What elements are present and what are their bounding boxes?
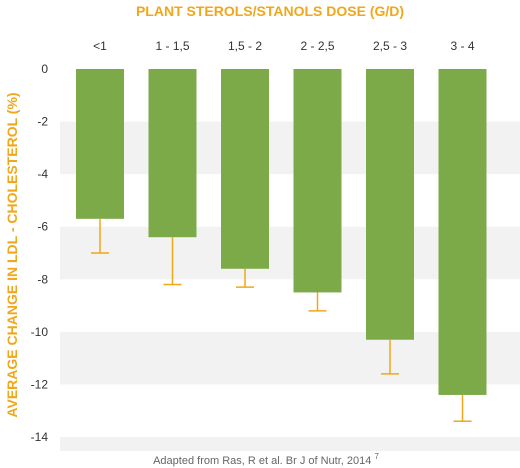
- y-tick-label: -6: [37, 220, 48, 234]
- bar: [438, 69, 487, 395]
- bar: [148, 69, 197, 238]
- y-tick-label: -2: [37, 115, 48, 129]
- category-label: 1 - 1,5: [155, 39, 189, 53]
- bar: [366, 69, 414, 340]
- category-label: <1: [93, 39, 107, 53]
- y-tick-label: -8: [37, 272, 48, 286]
- y-tick-label: -10: [31, 325, 49, 339]
- grid-band: [60, 437, 520, 451]
- chart-title: PLANT STEROLS/STANOLS DOSE (G/D): [136, 3, 404, 19]
- y-tick-label: 0: [41, 62, 48, 76]
- error-bars: [91, 218, 472, 422]
- source-superscript: 7: [374, 452, 379, 461]
- y-tick-label: -14: [31, 430, 49, 444]
- bars: [76, 69, 487, 395]
- source-citation: Adapted from Ras, R et al. Br J of Nutr,…: [153, 452, 379, 467]
- bar: [221, 69, 269, 269]
- y-tick-label: -4: [37, 167, 48, 181]
- bar: [76, 69, 124, 219]
- y-tick-label: -12: [31, 377, 49, 391]
- y-tick-labels: 0 -2 -4 -6 -8 -10 -12 -14: [31, 62, 49, 444]
- category-label: 3 - 4: [450, 39, 474, 53]
- y-axis-label: AVERAGE CHANGE IN LDL - CHOLESTEROL (%): [4, 92, 20, 417]
- category-labels: <1 1 - 1,5 1,5 - 2 2 - 2,5 2,5 - 3 3 - 4: [93, 39, 475, 53]
- category-label: 1,5 - 2: [228, 39, 262, 53]
- source-text: Adapted from Ras, R et al. Br J of Nutr,…: [153, 455, 371, 467]
- category-label: 2 - 2,5: [300, 39, 334, 53]
- category-label: 2,5 - 3: [373, 39, 407, 53]
- bar: [293, 69, 342, 293]
